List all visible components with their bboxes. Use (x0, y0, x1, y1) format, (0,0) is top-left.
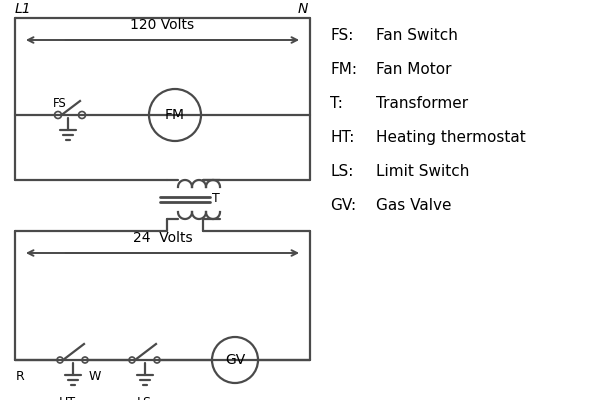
Text: LS:: LS: (330, 164, 353, 179)
Text: T:: T: (330, 96, 343, 111)
Text: Fan Switch: Fan Switch (376, 28, 458, 43)
Text: R: R (16, 370, 25, 383)
Text: Fan Motor: Fan Motor (376, 62, 451, 77)
Text: FM: FM (165, 108, 185, 122)
Text: W: W (89, 370, 101, 383)
Text: HT: HT (59, 396, 76, 400)
Text: HT:: HT: (330, 130, 355, 145)
Text: Heating thermostat: Heating thermostat (376, 130, 526, 145)
Text: T: T (212, 192, 219, 206)
Text: Gas Valve: Gas Valve (376, 198, 451, 213)
Text: Transformer: Transformer (376, 96, 468, 111)
Text: 24  Volts: 24 Volts (133, 231, 192, 245)
Text: FS:: FS: (330, 28, 353, 43)
Text: N: N (297, 2, 308, 16)
Text: 120 Volts: 120 Volts (130, 18, 195, 32)
Text: FS: FS (53, 97, 67, 110)
Text: Limit Switch: Limit Switch (376, 164, 470, 179)
Text: LS: LS (137, 396, 152, 400)
Text: GV:: GV: (330, 198, 356, 213)
Text: FM:: FM: (330, 62, 357, 77)
Text: L1: L1 (15, 2, 32, 16)
Text: GV: GV (225, 353, 245, 367)
